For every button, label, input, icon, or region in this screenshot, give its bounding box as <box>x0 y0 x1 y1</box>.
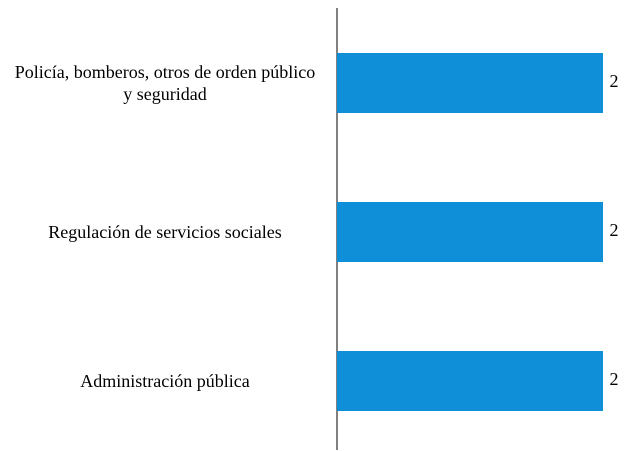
bar <box>337 351 603 411</box>
category-label: Administración pública <box>80 371 250 391</box>
bar <box>337 202 603 262</box>
data-label: 2 <box>610 71 619 91</box>
data-label: 2 <box>610 369 619 389</box>
category-label: Policía, bomberos, otros de orden públic… <box>14 62 316 104</box>
bar <box>337 53 603 113</box>
data-label: 2 <box>610 220 619 240</box>
category-label: Regulación de servicios sociales <box>48 222 282 242</box>
